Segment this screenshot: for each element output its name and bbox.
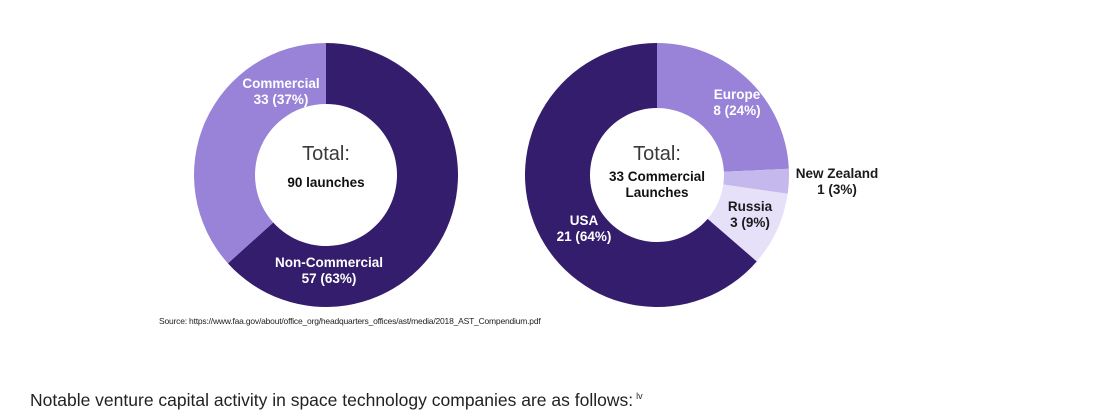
slice-non-commercial (227, 43, 458, 308)
center-total-value: 33 Commercial Launches (609, 169, 705, 200)
center-total-label: Total: (633, 143, 681, 165)
center-total-value: 90 launches (287, 175, 364, 190)
slice-label-usa: USA 21 (64%) (557, 213, 612, 244)
slice-label-non-commercial: Non-Commercial 57 (63%) (275, 255, 383, 286)
center-total-label: Total: (302, 143, 350, 165)
slice-new-zealand (723, 168, 789, 194)
commercial-launches-donut-chart: Europe 8 (24%) New Zealand 1 (3%) Russia 3 (9… (525, 43, 878, 307)
donut-charts: Non-Commercial 57 (63%) Commercial 33 (37%)… (194, 43, 878, 308)
launches-donut-chart: Non-Commercial 57 (63%) Commercial 33 (37%)… (194, 43, 458, 308)
slice-commercial (194, 43, 326, 264)
footnote-marker: lv (636, 391, 643, 402)
slice-usa (525, 43, 757, 307)
body-text: Notable venture capital activity in spac… (30, 390, 634, 410)
source-citation: Source: https://www.faa.gov/about/office… (159, 316, 541, 326)
slice-label-europe: Europe 8 (24%) (713, 87, 760, 118)
slice-russia (707, 184, 788, 262)
slice-label-russia: Russia 3 (9%) (728, 199, 773, 230)
slice-europe (657, 43, 789, 172)
body-paragraph: Notable venture capital activity in spac… (30, 390, 643, 411)
slice-label-commercial: Commercial 33 (37%) (242, 76, 319, 107)
slice-label-new-zealand: New Zealand 1 (3%) (796, 166, 879, 197)
